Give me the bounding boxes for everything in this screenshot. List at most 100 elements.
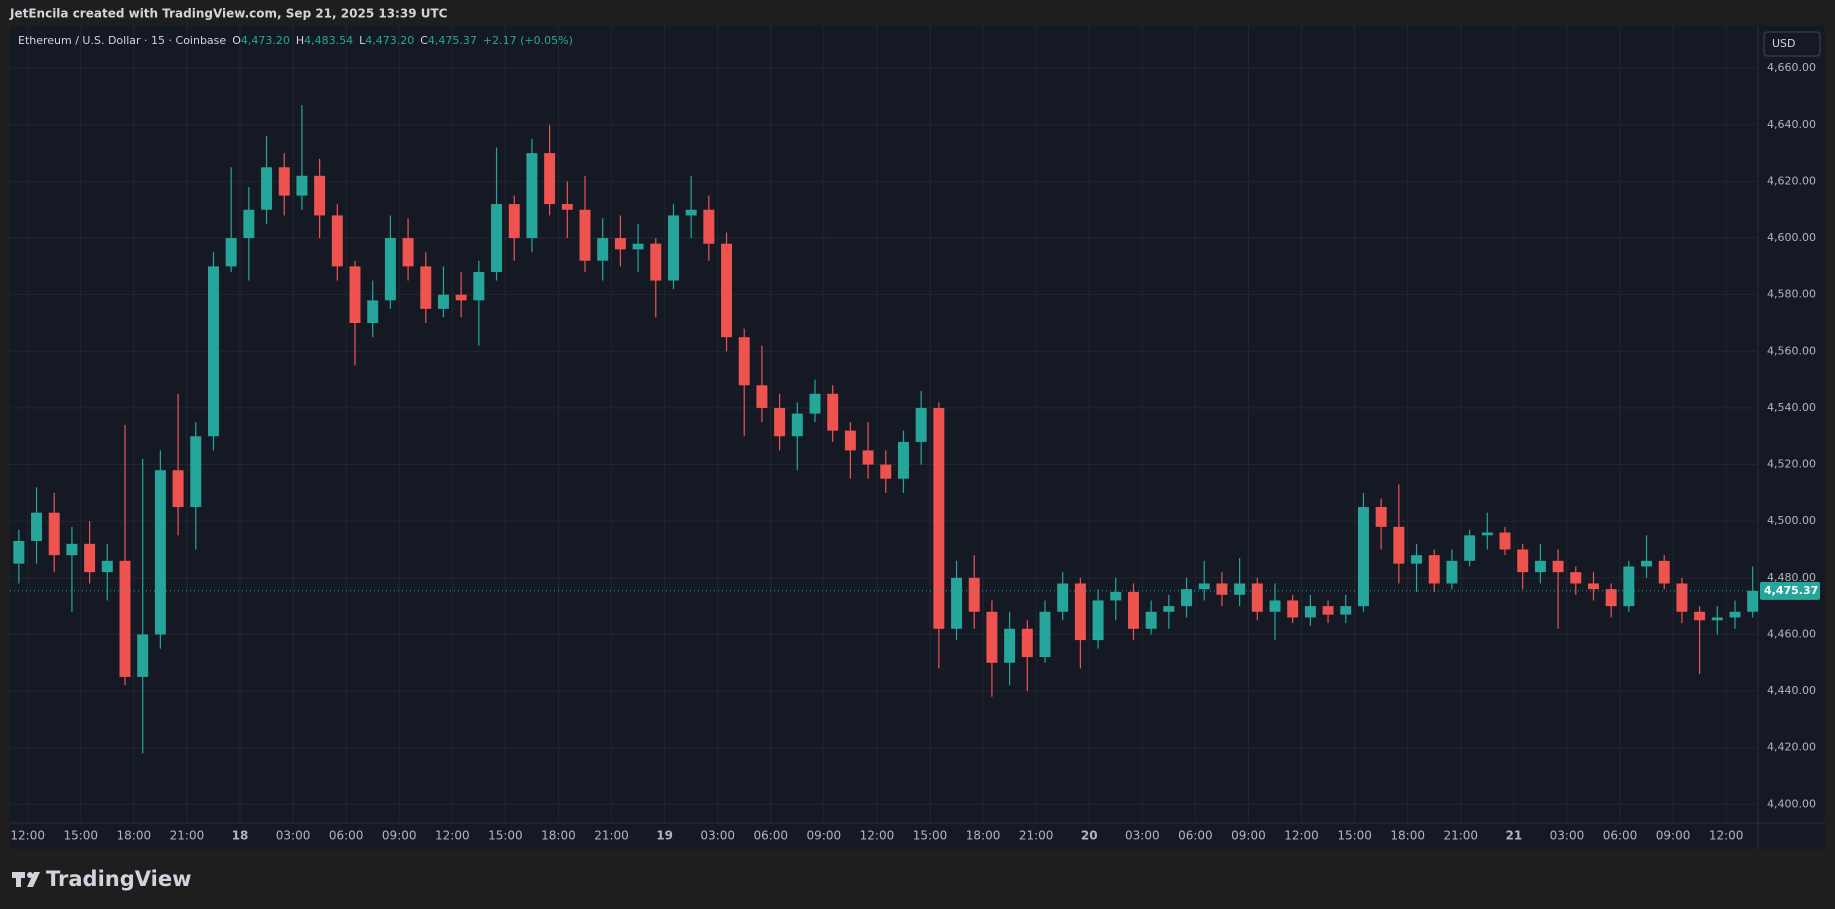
candle-body <box>1499 532 1511 550</box>
candle-body <box>473 272 485 301</box>
x-tick-label: 18:00 <box>1390 829 1425 843</box>
candle-body <box>1021 628 1033 658</box>
x-tick-label: 06:00 <box>329 829 364 843</box>
candle-body <box>207 266 219 437</box>
candle-body <box>791 413 803 437</box>
grid <box>10 26 1758 823</box>
x-tick-label: 19 <box>656 829 673 843</box>
candle-body <box>1092 600 1104 641</box>
candle-body <box>1251 583 1263 612</box>
candle-body <box>986 611 998 663</box>
y-tick-label: 4,480.00 <box>1767 571 1816 584</box>
candle-body <box>862 450 874 465</box>
candle-body <box>1198 583 1210 590</box>
candle-body <box>1694 611 1706 621</box>
candle-body <box>1057 583 1069 612</box>
candle-body <box>526 153 538 239</box>
x-tick-label: 12:00 <box>1284 829 1319 843</box>
candle-body <box>951 577 963 629</box>
candle-body <box>1216 583 1228 595</box>
candle-body <box>544 153 556 205</box>
currency: USD <box>1772 37 1796 50</box>
candle-body <box>349 266 361 323</box>
legend-open: 4,473.20 <box>241 34 290 47</box>
x-tick-label: 12:00 <box>10 829 45 843</box>
x-tick-label: 09:00 <box>1656 829 1691 843</box>
candle-body <box>667 215 679 281</box>
candle-body <box>1517 549 1529 573</box>
legend-change: +2.17 (+0.05%) <box>483 34 573 47</box>
candle-body <box>1181 589 1193 607</box>
x-tick-label: 15:00 <box>488 829 523 843</box>
candle-body <box>1641 560 1653 567</box>
x-tick-label: 21 <box>1505 829 1522 843</box>
candle-body <box>261 167 273 210</box>
y-tick-label: 4,640.00 <box>1767 118 1816 131</box>
x-tick-label: 15:00 <box>913 829 948 843</box>
candle-body <box>190 436 202 508</box>
candle-body <box>491 204 503 273</box>
candle-body <box>968 577 980 612</box>
y-tick-label: 4,540.00 <box>1767 401 1816 414</box>
candle-body <box>756 385 768 408</box>
brand: TradingView <box>46 867 191 891</box>
candle-body <box>31 512 43 542</box>
candle-body <box>48 512 60 556</box>
y-tick-label: 4,400.00 <box>1767 797 1816 810</box>
candle-body <box>1304 606 1316 618</box>
logo <box>12 872 40 887</box>
y-tick-label: 4,660.00 <box>1767 61 1816 74</box>
y-tick-label: 4,560.00 <box>1767 344 1816 357</box>
candles <box>13 104 1759 754</box>
candle-body <box>597 238 609 261</box>
candle-body <box>1110 591 1122 601</box>
legend-close: 4,475.37 <box>428 34 477 47</box>
candle-body <box>897 441 909 479</box>
candle-body <box>225 238 237 267</box>
x-tick-label: 09:00 <box>382 829 417 843</box>
x-tick-label: 06:00 <box>1603 829 1638 843</box>
candle-body <box>1605 589 1617 607</box>
x-tick-label: 20 <box>1081 829 1098 843</box>
x-tick-label: 21:00 <box>1443 829 1478 843</box>
candle-body <box>1269 600 1281 612</box>
candle-body <box>420 266 432 309</box>
candle-body <box>384 238 396 301</box>
header: JetEncila created with TradingView.com, … <box>9 7 448 21</box>
currency-box[interactable] <box>1763 31 1821 57</box>
last-price-label: 4,475.37 <box>1764 584 1818 597</box>
candle-body <box>1428 555 1440 584</box>
candle-body <box>172 470 184 508</box>
x-tick-label: 18:00 <box>117 829 152 843</box>
legend-low: 4,473.20 <box>365 34 414 47</box>
candle-body <box>1534 560 1546 573</box>
candle-body <box>738 337 750 386</box>
x-tick-label: 03:00 <box>1550 829 1585 843</box>
candle-body <box>1658 560 1670 584</box>
x-tick-label: 09:00 <box>807 829 842 843</box>
candle-body <box>1587 583 1599 590</box>
candle-body <box>1357 507 1369 607</box>
candle-body <box>314 175 326 216</box>
legend-high-letter: H <box>296 34 304 47</box>
candle-body <box>1127 591 1139 629</box>
candle-body <box>508 204 520 239</box>
y-tick-label: 4,600.00 <box>1767 231 1816 244</box>
candle-body <box>703 209 715 244</box>
candle-body <box>1711 617 1723 621</box>
candle-body <box>809 393 821 414</box>
legend-symbol: Ethereum / U.S. Dollar · 15 · Coinbase <box>18 34 226 47</box>
candle-body <box>1074 583 1086 641</box>
x-tick-label: 12:00 <box>860 829 895 843</box>
x-tick-label: 21:00 <box>1019 829 1054 843</box>
candle-body <box>579 209 591 261</box>
legend-open-letter: O <box>232 34 241 47</box>
candle-body <box>437 294 449 309</box>
candle-body <box>84 543 96 573</box>
candle-body <box>1322 606 1334 615</box>
candle-body <box>1623 566 1635 607</box>
candle-body <box>685 209 697 216</box>
candle-body <box>243 209 255 239</box>
legend-close-letter: C <box>420 34 428 47</box>
candle-body <box>402 238 414 267</box>
